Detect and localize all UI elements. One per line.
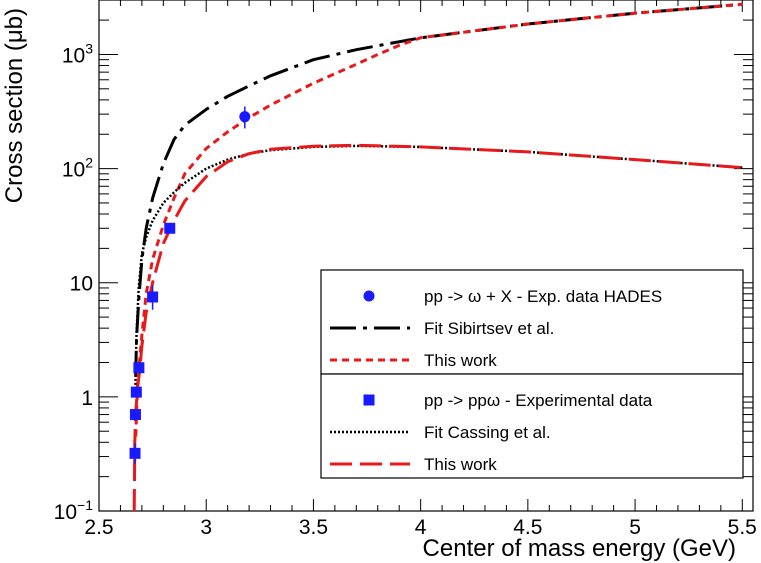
legend-label: Fit Cassing et al. xyxy=(424,423,551,442)
x-axis-title: Center of mass energy (GeV) xyxy=(423,535,736,562)
legend-label: pp -> ω + X - Exp. data HADES xyxy=(424,287,662,306)
legend-marker-circle xyxy=(363,290,375,302)
data-point-square xyxy=(133,362,145,374)
axis-ticks xyxy=(98,0,753,512)
tick-labels: 2.5 3 3.5 4 4.5 5 5.5 10−1 1 10 102 103 xyxy=(54,40,757,539)
data-point-square xyxy=(130,386,142,398)
data-point-square xyxy=(147,291,159,303)
legend-label: This work xyxy=(424,351,497,370)
data-point-square xyxy=(129,447,141,459)
legend: pp -> ω + X - Exp. data HADES Fit Sibirts… xyxy=(320,269,744,479)
y-tick-label: 10 xyxy=(70,273,93,296)
legend-marker-square xyxy=(363,394,375,406)
y-tick-label: 103 xyxy=(62,40,93,67)
legend-box xyxy=(320,269,744,375)
y-axis-title: Cross section (μb) xyxy=(1,8,28,203)
data-point-square xyxy=(129,409,141,421)
x-tick-label: 3 xyxy=(200,516,212,539)
x-tick-label: 2.5 xyxy=(84,516,113,539)
curve-longdashdot xyxy=(134,2,743,377)
legend-label: pp -> ppω - Experimental data xyxy=(424,391,653,410)
curve-layer xyxy=(132,2,743,511)
legend-label: This work xyxy=(424,455,497,474)
curve-dash xyxy=(134,2,743,437)
y-tick-label: 1 xyxy=(81,387,93,410)
x-tick-label: 5.5 xyxy=(728,516,757,539)
plot-frame xyxy=(98,0,754,512)
marker-layer xyxy=(129,106,251,464)
x-tick-label: 3.5 xyxy=(299,516,328,539)
data-point-circle xyxy=(239,111,251,123)
x-tick-label: 5 xyxy=(629,516,641,539)
y-tick-label: 10−1 xyxy=(54,497,94,524)
x-tick-label: 4.5 xyxy=(513,516,542,539)
y-tick-label: 102 xyxy=(62,155,93,182)
curve-longdash xyxy=(132,143,743,511)
legend-box xyxy=(320,373,744,479)
legend-label: Fit Sibirtsev et al. xyxy=(424,319,554,338)
data-point-square xyxy=(164,222,176,234)
x-tick-label: 4 xyxy=(415,516,427,539)
